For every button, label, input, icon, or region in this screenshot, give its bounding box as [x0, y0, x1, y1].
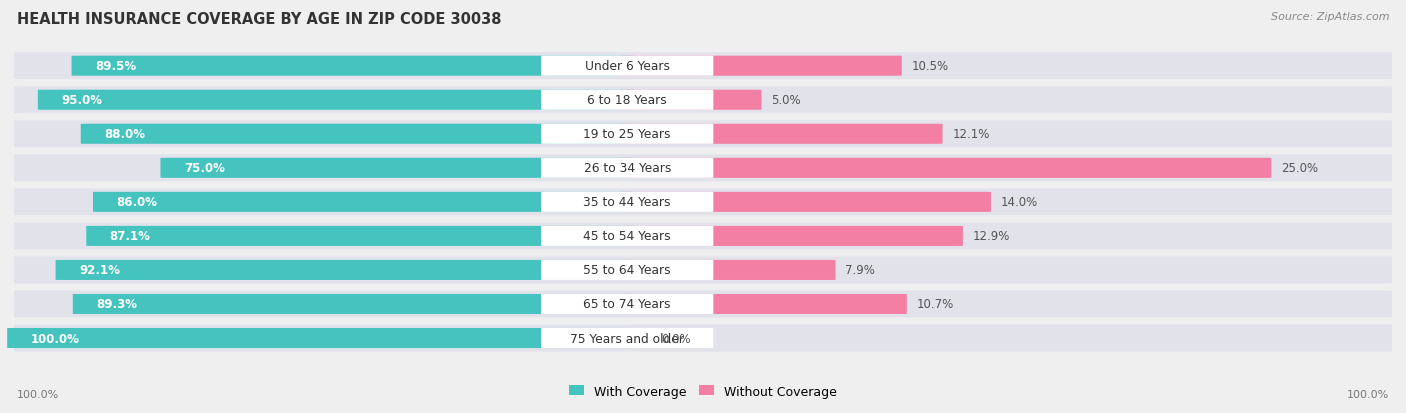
Text: 86.0%: 86.0%: [117, 196, 157, 209]
Text: 95.0%: 95.0%: [62, 94, 103, 107]
FancyBboxPatch shape: [86, 226, 634, 246]
Text: 5.0%: 5.0%: [772, 94, 801, 107]
Text: 14.0%: 14.0%: [1001, 196, 1038, 209]
Legend: With Coverage, Without Coverage: With Coverage, Without Coverage: [564, 380, 842, 403]
Text: 7.9%: 7.9%: [845, 264, 875, 277]
FancyBboxPatch shape: [14, 325, 1392, 351]
Text: HEALTH INSURANCE COVERAGE BY AGE IN ZIP CODE 30038: HEALTH INSURANCE COVERAGE BY AGE IN ZIP …: [17, 12, 502, 27]
FancyBboxPatch shape: [14, 223, 1392, 250]
FancyBboxPatch shape: [623, 328, 648, 348]
FancyBboxPatch shape: [620, 192, 991, 212]
Text: 45 to 54 Years: 45 to 54 Years: [583, 230, 671, 243]
FancyBboxPatch shape: [541, 226, 713, 246]
FancyBboxPatch shape: [14, 121, 1392, 148]
Text: Source: ZipAtlas.com: Source: ZipAtlas.com: [1271, 12, 1389, 22]
Text: 10.7%: 10.7%: [917, 298, 953, 311]
FancyBboxPatch shape: [14, 53, 1392, 80]
Text: 6 to 18 Years: 6 to 18 Years: [588, 94, 666, 107]
FancyBboxPatch shape: [14, 189, 1392, 216]
Text: 89.5%: 89.5%: [96, 60, 136, 73]
FancyBboxPatch shape: [73, 294, 634, 314]
Text: 100.0%: 100.0%: [17, 389, 59, 399]
Text: 12.9%: 12.9%: [973, 230, 1010, 243]
FancyBboxPatch shape: [541, 294, 713, 314]
FancyBboxPatch shape: [620, 260, 835, 280]
FancyBboxPatch shape: [7, 328, 634, 348]
Text: 19 to 25 Years: 19 to 25 Years: [583, 128, 671, 141]
FancyBboxPatch shape: [160, 159, 634, 178]
FancyBboxPatch shape: [72, 57, 634, 76]
Text: 12.1%: 12.1%: [952, 128, 990, 141]
FancyBboxPatch shape: [541, 124, 713, 145]
FancyBboxPatch shape: [56, 260, 634, 280]
FancyBboxPatch shape: [541, 328, 713, 348]
FancyBboxPatch shape: [541, 57, 713, 76]
Text: 75 Years and older: 75 Years and older: [571, 332, 685, 345]
FancyBboxPatch shape: [620, 57, 901, 76]
FancyBboxPatch shape: [541, 159, 713, 178]
FancyBboxPatch shape: [80, 124, 634, 145]
Text: 87.1%: 87.1%: [110, 230, 150, 243]
FancyBboxPatch shape: [14, 155, 1392, 182]
Text: 75.0%: 75.0%: [184, 162, 225, 175]
Text: 25.0%: 25.0%: [1281, 162, 1319, 175]
FancyBboxPatch shape: [14, 257, 1392, 284]
FancyBboxPatch shape: [93, 192, 634, 212]
Text: 0.0%: 0.0%: [662, 332, 692, 345]
Text: 100.0%: 100.0%: [31, 332, 80, 345]
Text: 55 to 64 Years: 55 to 64 Years: [583, 264, 671, 277]
Text: Under 6 Years: Under 6 Years: [585, 60, 669, 73]
FancyBboxPatch shape: [620, 294, 907, 314]
FancyBboxPatch shape: [620, 90, 762, 111]
Text: 65 to 74 Years: 65 to 74 Years: [583, 298, 671, 311]
FancyBboxPatch shape: [14, 291, 1392, 318]
FancyBboxPatch shape: [620, 159, 1271, 178]
Text: 88.0%: 88.0%: [104, 128, 145, 141]
Text: 35 to 44 Years: 35 to 44 Years: [583, 196, 671, 209]
Text: 92.1%: 92.1%: [79, 264, 120, 277]
FancyBboxPatch shape: [14, 87, 1392, 114]
Text: 100.0%: 100.0%: [1347, 389, 1389, 399]
Text: 26 to 34 Years: 26 to 34 Years: [583, 162, 671, 175]
Text: 89.3%: 89.3%: [96, 298, 138, 311]
FancyBboxPatch shape: [620, 226, 963, 246]
FancyBboxPatch shape: [541, 192, 713, 212]
FancyBboxPatch shape: [541, 90, 713, 111]
Text: 10.5%: 10.5%: [911, 60, 949, 73]
FancyBboxPatch shape: [38, 90, 634, 111]
FancyBboxPatch shape: [620, 124, 942, 145]
FancyBboxPatch shape: [541, 260, 713, 280]
